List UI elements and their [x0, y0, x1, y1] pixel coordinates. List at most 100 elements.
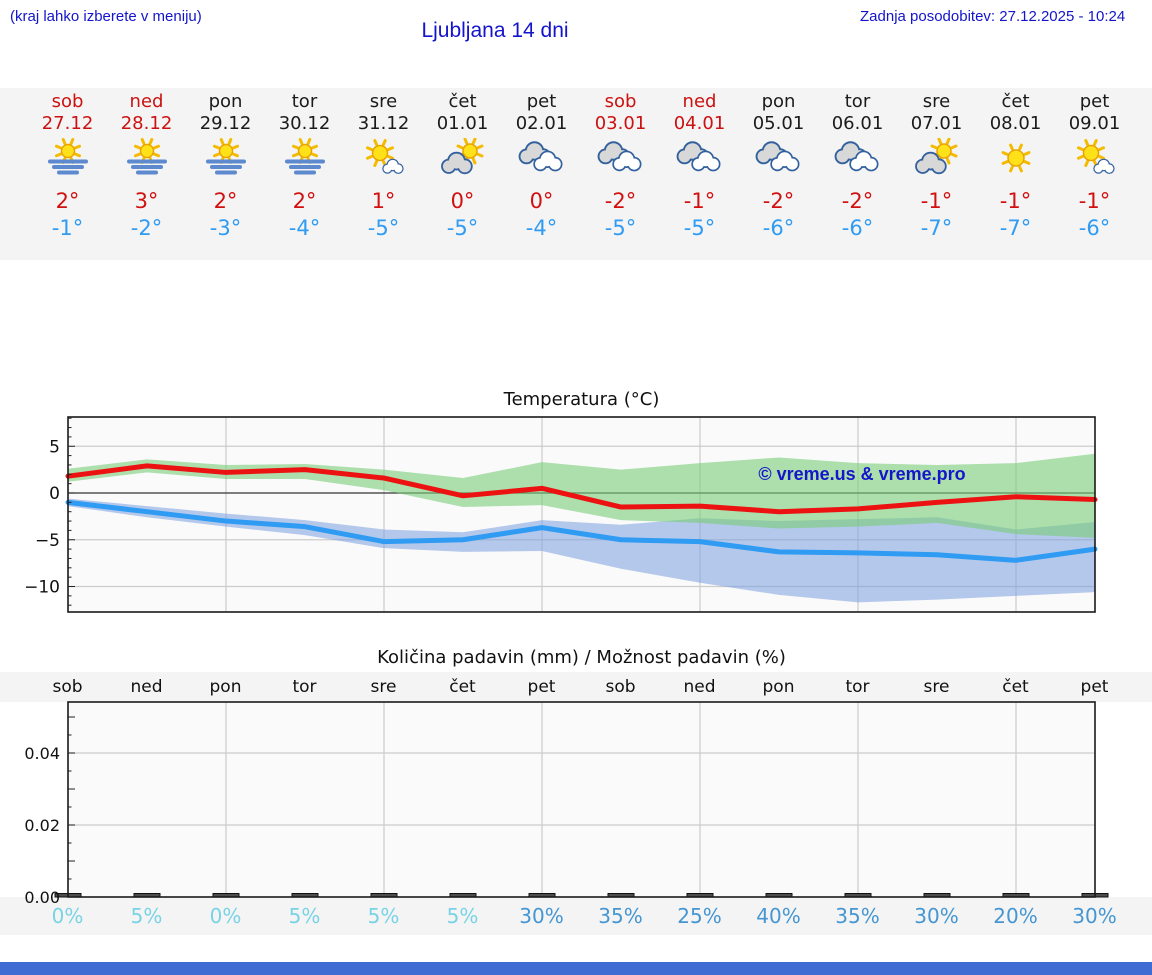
day-date: 27.12	[41, 113, 94, 134]
low-temp: -7°	[999, 216, 1032, 240]
precip-probability: 35%	[835, 904, 880, 928]
precip-day-row: sob ned pon tor sre čet pet sob ned pon tor sre čet p…	[28, 672, 1134, 702]
precip-day-labels-strip: sob ned pon tor sre čet pet sob ned pon tor sre čet p…	[0, 672, 1152, 702]
copyright-watermark: © vreme.us & vreme.pro	[758, 464, 966, 484]
low-temp: -2°	[130, 216, 163, 240]
location-menu-hint: (kraj lahko izberete v meniju)	[10, 8, 202, 25]
precip-day-label: sre	[370, 677, 397, 697]
temperature-chart-title: Temperatura (°C)	[503, 389, 660, 410]
high-temp: -1°	[1078, 189, 1111, 213]
svg-text:0.04: 0.04	[24, 744, 60, 763]
last-updated-label: Zadnja posodobitev: 27.12.2025 - 10:24	[860, 8, 1126, 25]
high-temp: 1°	[371, 189, 396, 213]
precip-probability: 30%	[1072, 904, 1117, 928]
precip-probability: 30%	[519, 904, 564, 928]
precip-day-label: tor	[845, 677, 870, 697]
footer-bar	[0, 962, 1152, 975]
day-name: ned	[129, 91, 164, 112]
mostly-sunny-icon	[1055, 135, 1134, 185]
sunny-icon	[976, 135, 1055, 185]
precip-day-label: sob	[605, 677, 636, 697]
temperature-chart: 5 0 −5 −10	[24, 416, 1098, 613]
svg-text:0.02: 0.02	[24, 816, 60, 835]
precipitation-chart-title: Količina padavin (mm) / Možnost padavin …	[377, 647, 786, 668]
low-temp: -5°	[683, 216, 716, 240]
cloudy-icon	[818, 135, 897, 185]
precip-probability: 0%	[51, 904, 84, 928]
day-date: 05.01	[752, 113, 805, 134]
svg-text:−10: −10	[24, 578, 60, 598]
precip-probability: 35%	[598, 904, 643, 928]
precip-probability: 0%	[209, 904, 242, 928]
precip-probability: 5%	[130, 904, 163, 928]
low-temp: -5°	[367, 216, 400, 240]
forecast-day: pon 29.12 2° -3°	[186, 88, 265, 242]
sun-fog-icon	[265, 135, 344, 185]
precip-day-label: pon	[209, 677, 242, 697]
day-name: pet	[526, 91, 557, 112]
forecast-day: tor 06.01 -2° -6°	[818, 88, 897, 242]
precip-probability: 25%	[677, 904, 722, 928]
precip-probability: 5%	[288, 904, 321, 928]
day-name: tor	[844, 91, 871, 112]
high-temp: -1°	[920, 189, 953, 213]
partly-cloudy-icon	[423, 135, 502, 185]
day-name: sob	[51, 91, 84, 112]
high-temp: 0°	[450, 189, 475, 213]
precip-day-label: pet	[1080, 677, 1109, 697]
precip-day-label: sob	[52, 677, 83, 697]
day-date: 31.12	[357, 113, 410, 134]
low-temp: -6°	[841, 216, 874, 240]
forecast-day: tor 30.12 2° -4°	[265, 88, 344, 242]
low-temp: -6°	[1078, 216, 1111, 240]
forecast-day: pet 02.01 0° -4°	[502, 88, 581, 242]
forecast-day: sre 07.01 -1° -7°	[897, 88, 976, 242]
day-date: 07.01	[910, 113, 963, 134]
low-temp: -4°	[525, 216, 558, 240]
cloudy-icon	[739, 135, 818, 185]
mostly-sunny-icon	[344, 135, 423, 185]
precip-probability: 30%	[914, 904, 959, 928]
forecast-day: pet 09.01 -1° -6°	[1055, 88, 1134, 242]
day-name: ned	[682, 91, 717, 112]
forecast-day: ned 28.12 3° -2°	[107, 88, 186, 242]
precip-day-label: pet	[527, 677, 556, 697]
forecast-day: sre 31.12 1° -5°	[344, 88, 423, 242]
high-temp: 2°	[55, 189, 80, 213]
day-name: čet	[1001, 91, 1030, 112]
forecast-row: sob 27.12 2° -1° ned 28.12 3° -2° pon 29.12 2° -3° t…	[28, 88, 1134, 242]
forecast-strip: sob 27.12 2° -1° ned 28.12 3° -2° pon 29.12 2° -3° t…	[0, 88, 1152, 260]
day-date: 04.01	[673, 113, 726, 134]
low-temp: -7°	[920, 216, 953, 240]
svg-text:0: 0	[49, 484, 60, 504]
svg-text:−5: −5	[35, 531, 60, 551]
high-temp: -2°	[841, 189, 874, 213]
low-temp: -5°	[604, 216, 637, 240]
precip-day-label: ned	[683, 677, 716, 697]
precip-probability: 5%	[446, 904, 479, 928]
low-temp: -3°	[209, 216, 242, 240]
day-name: pon	[208, 91, 243, 112]
day-date: 01.01	[436, 113, 489, 134]
sun-fog-icon	[28, 135, 107, 185]
forecast-day: sob 03.01 -2° -5°	[581, 88, 660, 242]
partly-cloudy-icon	[897, 135, 976, 185]
day-name: pon	[761, 91, 796, 112]
precip-probability: 40%	[756, 904, 801, 928]
day-name: čet	[448, 91, 477, 112]
day-name: tor	[291, 91, 318, 112]
day-date: 28.12	[120, 113, 173, 134]
day-date: 29.12	[199, 113, 252, 134]
high-temp: -1°	[683, 189, 716, 213]
sun-fog-icon	[186, 135, 265, 185]
day-name: sre	[369, 91, 398, 112]
forecast-day: čet 08.01 -1° -7°	[976, 88, 1055, 242]
page-title-wrap: Ljubljana 14 dni	[0, 19, 990, 43]
precip-day-label: ned	[130, 677, 163, 697]
precip-day-label: sre	[923, 677, 950, 697]
low-temp: -4°	[288, 216, 321, 240]
precip-day-label: čet	[1002, 677, 1029, 697]
high-temp: 3°	[134, 189, 159, 213]
high-temp: 2°	[292, 189, 317, 213]
